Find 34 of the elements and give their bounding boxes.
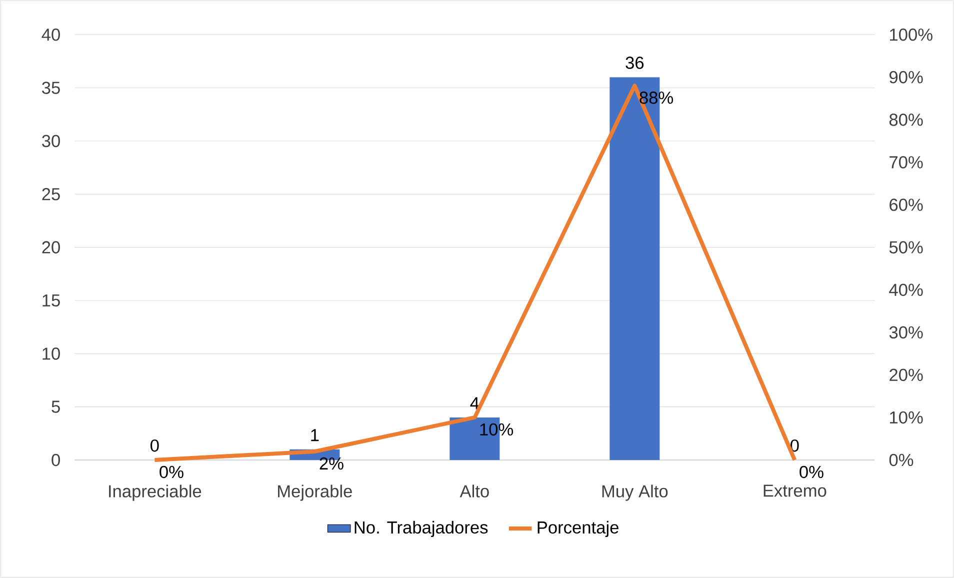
y2-tick-label: 70% [890, 156, 923, 168]
y-tick-label: 30 [42, 134, 60, 148]
y2-tick-label: 20% [890, 368, 923, 382]
y-tick-label: 40 [42, 28, 60, 41]
legend-label: Porcentaje [538, 520, 618, 538]
data-label: 1 [311, 429, 319, 442]
x-tick-label: Mejorable [278, 484, 352, 501]
y2-tick-label: 80% [889, 114, 923, 126]
data-label: 0% [160, 466, 184, 478]
y-tick-label: 10 [42, 348, 60, 360]
y2-tick-label: 100% [890, 28, 932, 41]
legend-label: No. Trabajadores [354, 520, 488, 538]
x-tick-label: Muy Alto [602, 484, 668, 501]
x-tick-label: Extremo [764, 484, 826, 497]
y2-tick-label: 90% [890, 71, 923, 84]
y-tick-label: 20 [42, 241, 60, 254]
y2-tick-label: 0% [889, 454, 914, 466]
x-tick-label: Alto [460, 484, 489, 498]
y2-tick-label: 50% [889, 241, 923, 254]
data-label: 2% [320, 457, 344, 470]
y2-tick-label: 40% [889, 284, 923, 296]
data-label: 0% [800, 466, 824, 478]
data-label: 4 [470, 397, 479, 410]
x-tick-label: Inapreciable [109, 484, 202, 501]
y2-tick-label: 30% [889, 326, 923, 339]
data-label: 0 [150, 439, 159, 452]
data-label: 36 [626, 56, 644, 69]
y-tick-label: 15 [42, 294, 60, 307]
y2-tick-label: 10% [890, 411, 923, 424]
y-tick-label: 0 [52, 454, 60, 466]
y-tick-label: 25 [42, 188, 60, 200]
y-tick-label: 35 [42, 82, 60, 94]
y2-tick-label: 60% [890, 198, 923, 211]
y-tick-label: 5 [52, 400, 60, 413]
